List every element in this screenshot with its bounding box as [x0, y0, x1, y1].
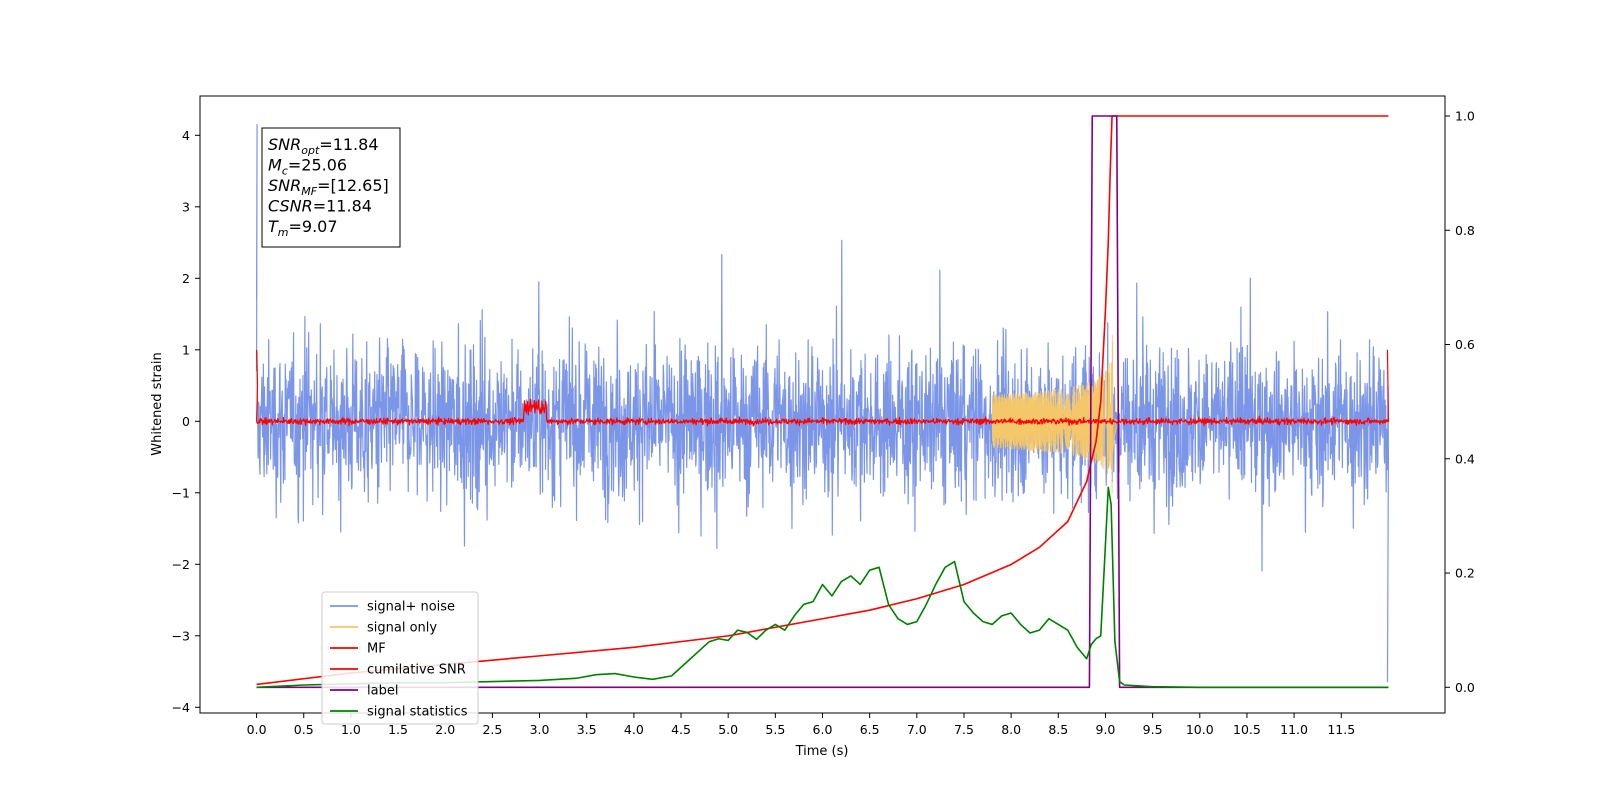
- x-tick-label: 10.5: [1233, 722, 1261, 737]
- x-axis: 0.0 0.5 1.0 1.5 2.0 2.5 3.0 3.5 4.0 4.5 5.0 5.5 6.0 6…: [247, 713, 1355, 737]
- y2-tick-label: 0.4: [1455, 451, 1475, 466]
- x-tick-label: 9.5: [1143, 722, 1163, 737]
- x-tick-label: 0.0: [247, 722, 267, 737]
- series-layer: [255, 115, 1390, 689]
- series-signal-statistics-line: [256, 486, 1389, 689]
- x-tick-label: 4.0: [624, 722, 644, 737]
- y-axis-right: 1.0 0.8 0.6 0.4 0.2 0.0: [1445, 108, 1475, 695]
- legend-label-mf: MF: [367, 642, 386, 657]
- x-tick-label: 5.5: [765, 722, 785, 737]
- y-tick-label: −3: [172, 628, 190, 643]
- legend-frame: [321, 591, 479, 725]
- x-axis-label: Time (s): [795, 744, 849, 759]
- y-tick-label: 4: [182, 128, 190, 143]
- legend-label-label: label: [367, 684, 398, 699]
- y2-tick-label: 1.0: [1455, 108, 1475, 123]
- y-tick-label: 0: [182, 414, 190, 429]
- legend-label-signal-noise: signal+ noise: [367, 600, 455, 615]
- x-tick-label: 9.0: [1096, 722, 1116, 737]
- x-tick-label: 7.5: [954, 722, 974, 737]
- y-tick-label: −2: [172, 557, 190, 572]
- x-tick-label: 3.5: [577, 722, 597, 737]
- x-tick-label: 0.5: [294, 722, 314, 737]
- y2-tick-label: 0.2: [1455, 566, 1475, 581]
- y-tick-label: 1: [182, 342, 190, 357]
- series-signal-only-line: [991, 334, 1130, 495]
- x-tick-label: 7.0: [907, 722, 927, 737]
- x-tick-label: 2.5: [482, 722, 502, 737]
- x-tick-label: 6.0: [813, 722, 833, 737]
- info-box-line: SNRMF=[12.65]: [268, 176, 389, 198]
- y-axis-label: Whitened strain: [150, 352, 165, 455]
- y-axis-left: 4 3 2 1 0 −1 −2 −3 −4: [172, 128, 200, 715]
- series-cumilative-snr-line: [256, 115, 1389, 686]
- y2-tick-label: 0.0: [1455, 680, 1475, 695]
- x-tick-label: 2.0: [435, 722, 455, 737]
- x-tick-label: 8.5: [1048, 722, 1068, 737]
- y2-tick-label: 0.8: [1455, 223, 1475, 238]
- y-tick-label: −4: [172, 700, 190, 715]
- y-tick-label: −1: [172, 485, 190, 500]
- legend: signal+ noise signal only MF cumilative SNR…: [321, 591, 479, 725]
- legend-label-signal-only: signal only: [367, 621, 437, 636]
- x-tick-label: 1.0: [341, 722, 361, 737]
- x-tick-label: 1.5: [388, 722, 408, 737]
- y-tick-label: 2: [182, 271, 190, 286]
- x-tick-label: 11.5: [1327, 722, 1355, 737]
- info-box-line: Mc=25.06: [268, 156, 347, 178]
- x-tick-label: 6.5: [860, 722, 880, 737]
- x-tick-label: 4.5: [671, 722, 691, 737]
- info-box-frame: [261, 127, 401, 248]
- x-tick-label: 8.0: [1001, 722, 1021, 737]
- info-box-line: CSNR=11.84: [268, 197, 372, 216]
- y-tick-label: 3: [182, 199, 190, 214]
- y2-tick-label: 0.6: [1455, 337, 1475, 352]
- info-box: SNRopt=11.84Mc=25.06SNRMF=[12.65]CSNR=11…: [261, 127, 401, 248]
- x-tick-label: 11.0: [1280, 722, 1308, 737]
- series-mf-line: [255, 349, 1390, 427]
- x-tick-label: 3.0: [530, 722, 550, 737]
- info-box-line: SNRopt=11.84: [268, 135, 379, 157]
- legend-label-signal-statistics: signal statistics: [367, 705, 468, 720]
- legend-label-cumilative-snr: cumilative SNR: [367, 663, 466, 678]
- info-box-line: Tm=9.07: [268, 217, 338, 239]
- x-tick-label: 10.0: [1186, 722, 1214, 737]
- x-tick-label: 5.0: [718, 722, 738, 737]
